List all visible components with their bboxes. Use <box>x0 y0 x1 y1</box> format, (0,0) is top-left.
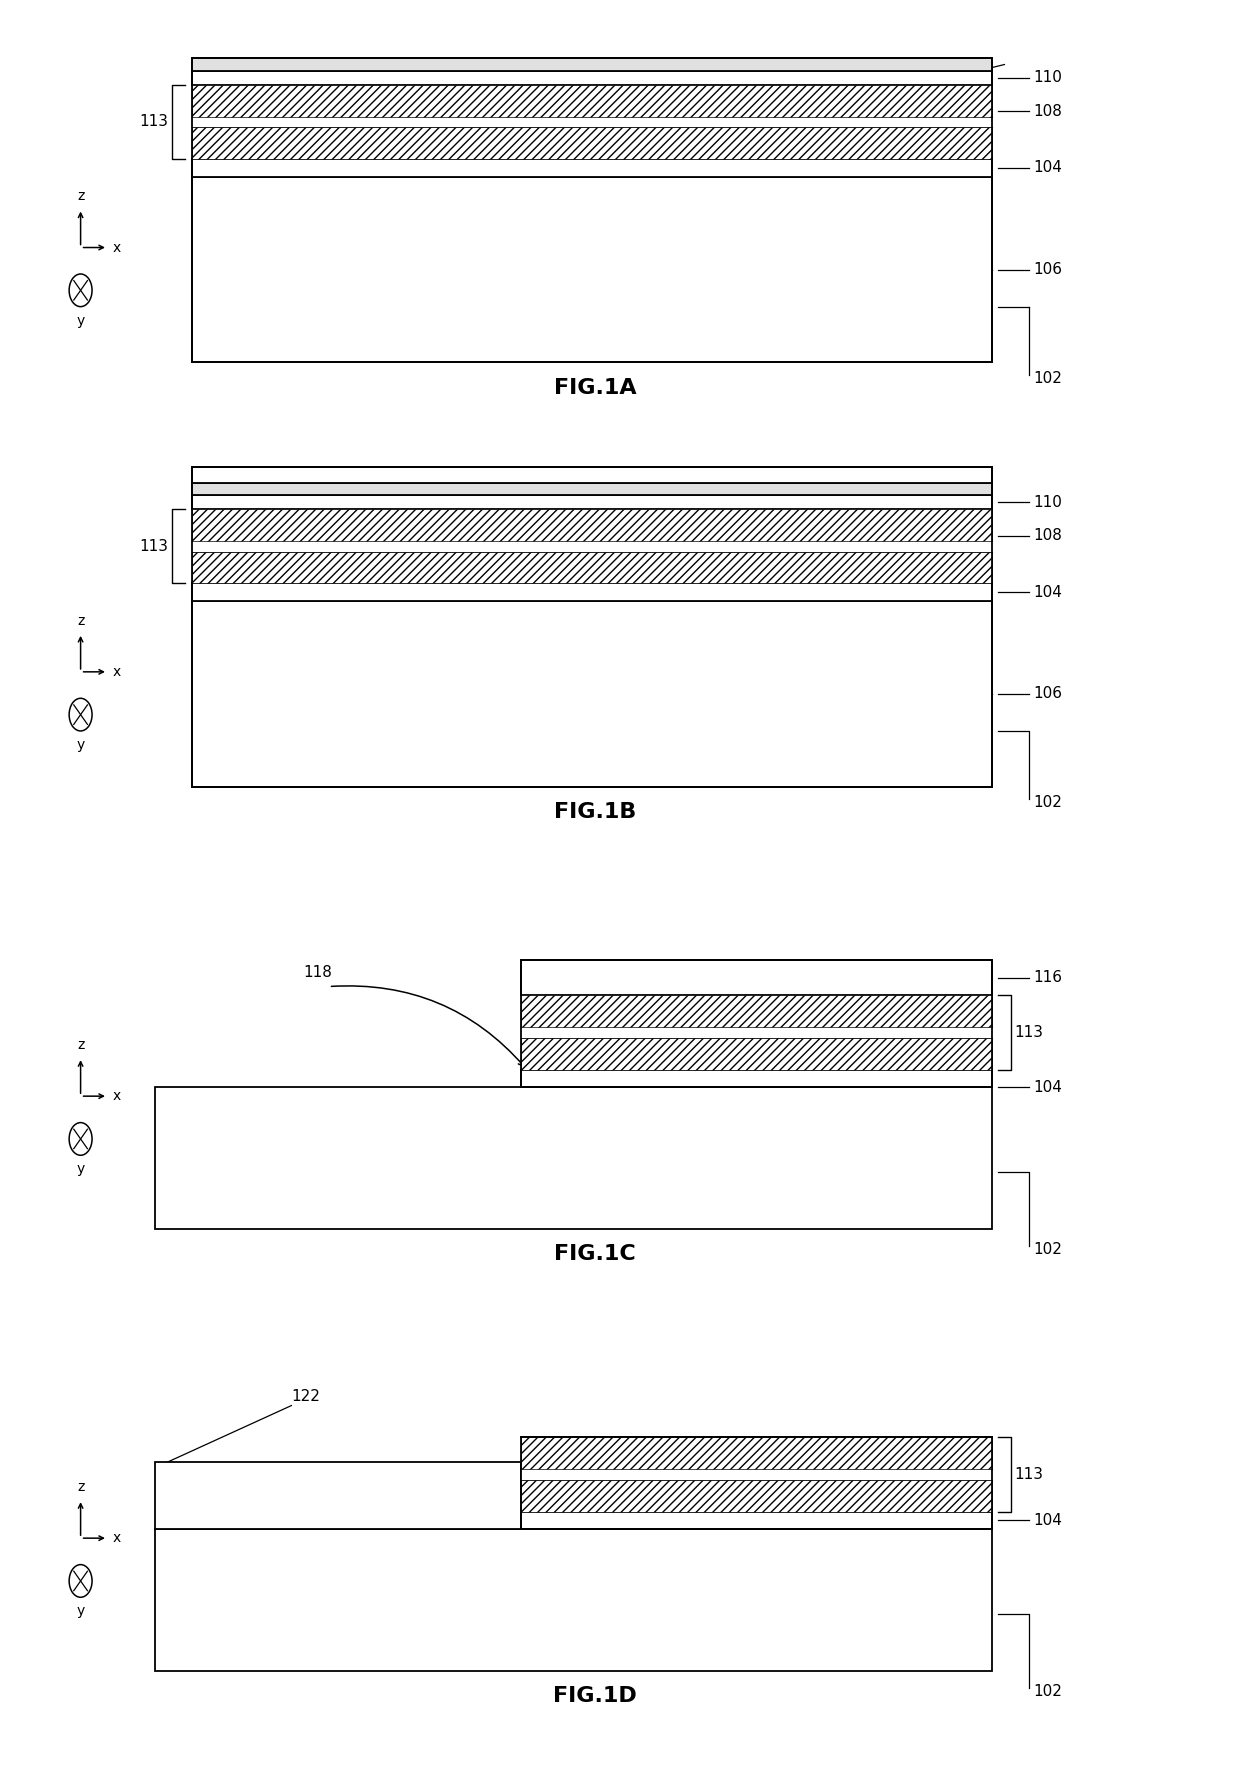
Text: 113: 113 <box>140 115 169 129</box>
Text: x: x <box>113 665 122 679</box>
Text: 110: 110 <box>1033 495 1061 509</box>
Text: 106: 106 <box>1033 686 1061 702</box>
Text: 108: 108 <box>1033 529 1061 543</box>
Text: 104: 104 <box>1033 1080 1061 1094</box>
Text: 102: 102 <box>1033 796 1061 810</box>
Text: y: y <box>77 737 84 751</box>
Text: y: y <box>77 313 84 327</box>
Text: 113: 113 <box>1014 1025 1043 1040</box>
Text: FIG.1B: FIG.1B <box>554 803 636 822</box>
Text: 118: 118 <box>304 965 332 979</box>
Text: 113: 113 <box>140 539 169 553</box>
Text: 112: 112 <box>903 495 932 509</box>
Text: FIG.1A: FIG.1A <box>554 378 636 398</box>
Text: x: x <box>113 1089 122 1103</box>
Text: 104: 104 <box>1033 585 1061 599</box>
Text: 106: 106 <box>1033 262 1061 278</box>
Text: y: y <box>77 1162 84 1176</box>
Text: 104: 104 <box>1033 161 1061 175</box>
Text: FIG.1C: FIG.1C <box>554 1245 636 1264</box>
Text: 114: 114 <box>791 495 821 509</box>
Text: x: x <box>113 1531 122 1545</box>
Text: 110: 110 <box>1033 71 1061 85</box>
Text: x: x <box>113 240 122 255</box>
Text: z: z <box>77 1038 84 1052</box>
Text: 122: 122 <box>291 1390 320 1404</box>
Text: 102: 102 <box>1033 1685 1061 1699</box>
Text: y: y <box>77 1604 84 1618</box>
Text: 112: 112 <box>903 71 932 85</box>
Text: 108: 108 <box>1033 104 1061 118</box>
Text: 102: 102 <box>1033 371 1061 385</box>
Text: 104: 104 <box>1033 1513 1061 1528</box>
Text: FIG.1D: FIG.1D <box>553 1687 637 1706</box>
Text: z: z <box>77 613 84 628</box>
Text: 113: 113 <box>1014 1467 1043 1482</box>
Text: z: z <box>77 189 84 203</box>
Text: 116: 116 <box>1033 971 1061 985</box>
Text: 102: 102 <box>1033 1243 1061 1257</box>
Text: z: z <box>77 1480 84 1494</box>
